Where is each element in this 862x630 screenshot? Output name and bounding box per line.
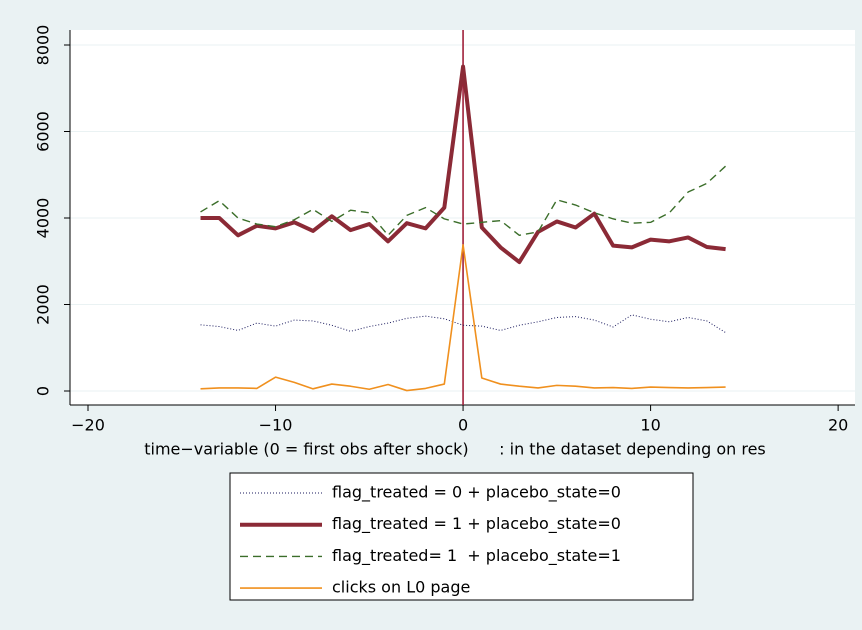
series-line bbox=[200, 244, 726, 392]
series-line bbox=[200, 314, 726, 334]
legend-label: flag_treated= 1 + placebo_state=1 bbox=[332, 546, 621, 566]
series-line bbox=[200, 165, 727, 236]
y-tick-label: 2000 bbox=[34, 284, 53, 325]
legend bbox=[229, 472, 694, 601]
series-line bbox=[200, 64, 726, 265]
y-tick-label: 4000 bbox=[34, 198, 53, 239]
x-tick-label: −20 bbox=[71, 416, 105, 435]
legend-label: flag_treated = 0 + placebo_state=0 bbox=[332, 483, 621, 503]
x-tick-label: 10 bbox=[640, 416, 660, 435]
x-tick-label: 0 bbox=[458, 416, 468, 435]
x-tick-label: 20 bbox=[828, 416, 848, 435]
legend-label: clicks on L0 page bbox=[332, 578, 470, 597]
legend-label: flag_treated = 1 + placebo_state=0 bbox=[332, 514, 621, 534]
x-axis-title: time−variable (0 = first obs after shock… bbox=[144, 440, 766, 459]
y-tick-label: 0 bbox=[34, 386, 53, 396]
x-tick-label: −10 bbox=[259, 416, 293, 435]
y-tick-label: 8000 bbox=[34, 25, 53, 66]
y-tick-label: 6000 bbox=[34, 111, 53, 152]
